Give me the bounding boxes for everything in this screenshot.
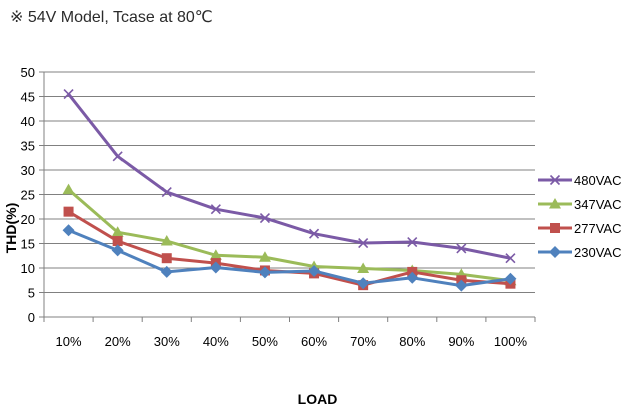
point-230VAC-80pct xyxy=(406,271,419,284)
y-tick-label-20: 20 xyxy=(21,212,35,227)
y-tick-label-45: 45 xyxy=(21,90,35,105)
series-230VAC xyxy=(62,224,517,292)
y-tick-label-5: 5 xyxy=(28,286,35,301)
x-axis-title: LOAD xyxy=(297,391,338,407)
y-tick-label-0: 0 xyxy=(28,310,35,325)
y-tick-label-40: 40 xyxy=(21,114,35,129)
point-480VAC-30pct xyxy=(161,186,172,198)
legend-label-347VAC: 347VAC xyxy=(574,197,621,212)
series-line-480VAC xyxy=(67,93,511,260)
x-tick-label-50pct: 50% xyxy=(252,334,278,349)
x-tick-label-60pct: 60% xyxy=(301,334,327,349)
x-tick-label-40pct: 40% xyxy=(203,334,229,349)
series-480VAC xyxy=(63,88,516,264)
y-tick-label-25: 25 xyxy=(21,188,35,203)
point-480VAC-60pct xyxy=(308,228,320,239)
point-230VAC-30pct xyxy=(160,265,173,278)
point-230VAC-10pct xyxy=(62,224,75,237)
x-tick-label-80pct: 80% xyxy=(399,334,425,349)
point-480VAC-90pct xyxy=(456,243,467,254)
series-line-347VAC xyxy=(67,188,511,283)
axes xyxy=(39,71,536,322)
point-347VAC-50pct xyxy=(258,251,271,262)
series-lines xyxy=(62,88,517,292)
legend: 480VAC 347VAC 277VAC 230VAC xyxy=(538,173,621,260)
legend-item-480VAC: 480VAC xyxy=(538,173,621,188)
x-tick-label-90pct: 90% xyxy=(448,334,474,349)
legend-item-277VAC: 277VAC xyxy=(538,221,621,236)
legend-marker-480VAC xyxy=(549,174,561,186)
y-tick-label-10: 10 xyxy=(21,261,35,276)
point-480VAC-100pct xyxy=(505,253,516,264)
legend-marker-277VAC xyxy=(550,223,560,233)
y-tick-label-50: 50 xyxy=(21,65,35,80)
x-tick-label-20pct: 20% xyxy=(105,334,131,349)
point-480VAC-80pct xyxy=(407,236,418,248)
y-tick-labels: 0 5 10 15 20 25 30 35 40 45 50 xyxy=(21,65,35,325)
x-tick-label-70pct: 70% xyxy=(350,334,376,349)
point-277VAC-30pct xyxy=(161,253,172,264)
point-277VAC-20pct xyxy=(112,236,123,247)
point-230VAC-100pct xyxy=(504,272,517,285)
legend-item-347VAC: 347VAC xyxy=(538,197,621,212)
legend-label-277VAC: 277VAC xyxy=(574,221,621,236)
point-480VAC-70pct xyxy=(358,237,369,249)
legend-label-230VAC: 230VAC xyxy=(574,245,621,260)
x-tick-label-30pct: 30% xyxy=(154,334,180,349)
x-tick-label-100pct: 100% xyxy=(494,334,528,349)
y-tick-label-35: 35 xyxy=(21,139,35,154)
legend-item-230VAC: 230VAC xyxy=(538,245,621,260)
x-tick-label-10pct: 10% xyxy=(56,334,82,349)
y-tick-label-30: 30 xyxy=(21,163,35,178)
point-347VAC-20pct xyxy=(111,226,124,237)
point-277VAC-10pct xyxy=(63,206,74,217)
point-230VAC-90pct xyxy=(455,279,468,292)
point-480VAC-40pct xyxy=(210,204,221,215)
x-tick-labels: 10% 20% 30% 40% 50% 60% 70% 80% 90% 100% xyxy=(56,334,528,349)
point-347VAC-70pct xyxy=(357,262,370,273)
series-347VAC xyxy=(62,183,517,286)
series-line-230VAC xyxy=(67,228,511,288)
y-tick-label-15: 15 xyxy=(21,237,35,252)
point-347VAC-40pct xyxy=(209,249,222,260)
point-347VAC-30pct xyxy=(160,235,173,246)
point-480VAC-50pct xyxy=(259,212,271,224)
point-230VAC-50pct xyxy=(258,266,271,279)
point-230VAC-40pct xyxy=(209,261,222,274)
point-480VAC-10pct xyxy=(63,88,74,100)
point-230VAC-60pct xyxy=(308,264,321,277)
legend-marker-347VAC xyxy=(549,198,561,209)
chart-note: ※ 54V Model, Tcase at 80℃ xyxy=(10,9,213,26)
point-230VAC-20pct xyxy=(111,244,124,257)
point-480VAC-20pct xyxy=(112,151,123,162)
point-347VAC-10pct xyxy=(62,183,75,195)
legend-marker-230VAC xyxy=(549,246,561,258)
legend-label-480VAC: 480VAC xyxy=(574,173,621,188)
point-230VAC-70pct xyxy=(357,277,370,290)
